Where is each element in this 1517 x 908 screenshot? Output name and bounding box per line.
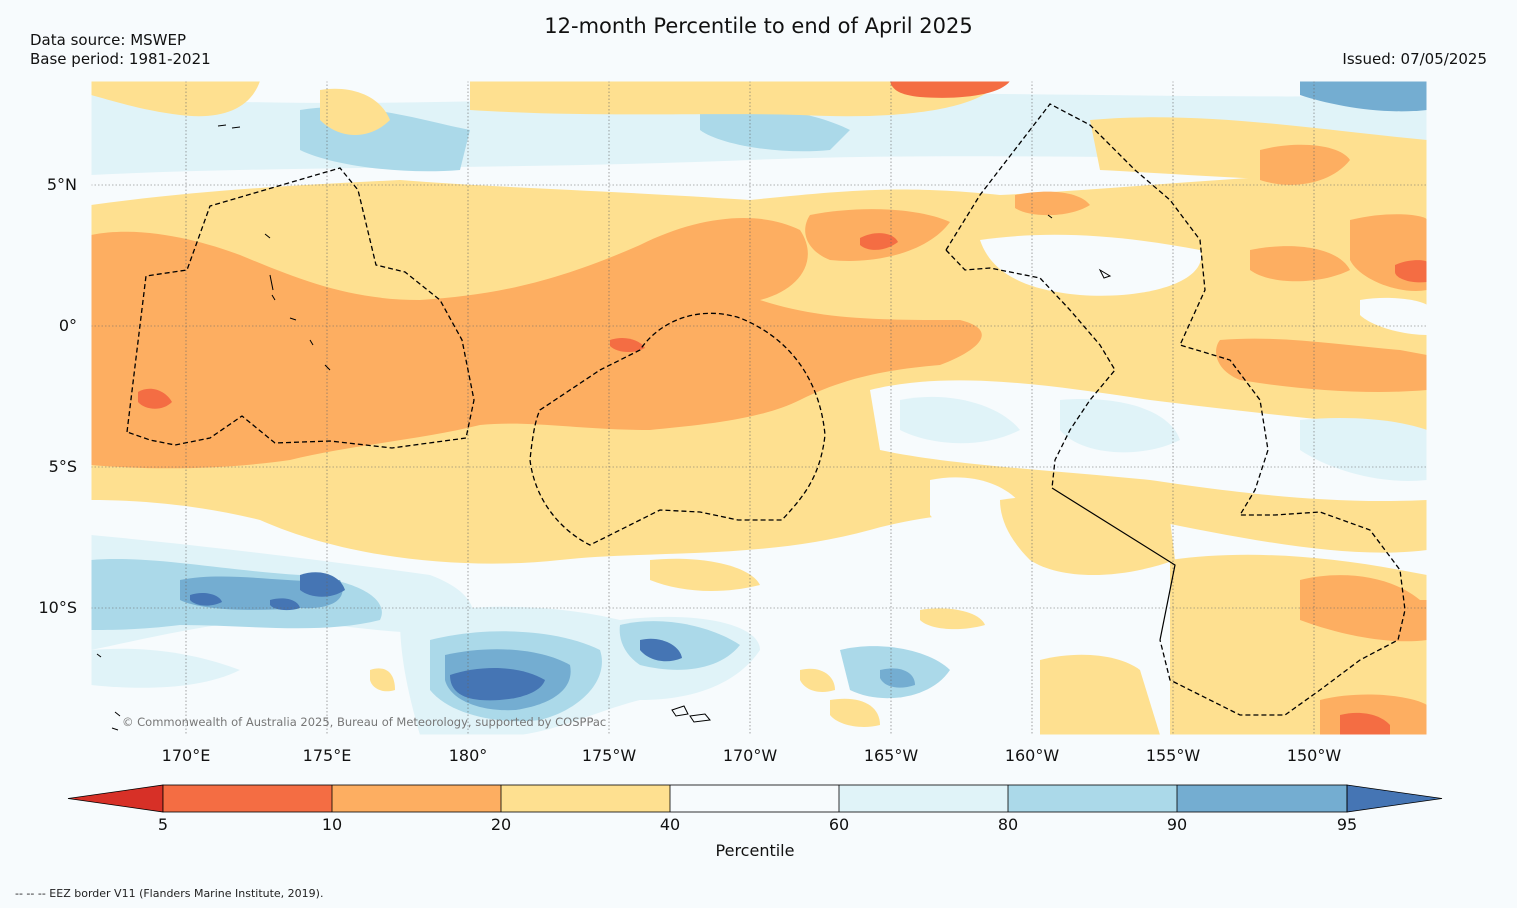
eez-boundary-solid [1051, 487, 1176, 641]
lat-label-10s: 10°S [38, 598, 77, 617]
map-gridlines [91, 81, 1427, 735]
colorbar-tick-5: 5 [157, 815, 169, 834]
data-source-label: Data source: MSWEP [30, 31, 187, 49]
copyright-notice: © Commonwealth of Australia 2025, Bureau… [122, 715, 607, 729]
colorbar-tick-95: 95 [1336, 815, 1358, 834]
map-frame [90, 80, 1428, 736]
lon-label-150w: 150°W [1286, 746, 1342, 765]
colorbar-tick-60: 60 [828, 815, 850, 834]
eez-borders [126, 103, 1406, 716]
colorbar-tick-20: 20 [490, 815, 512, 834]
lat-label-5n: 5°N [46, 175, 77, 194]
lon-label-170w: 170°W [722, 746, 778, 765]
lon-label-160w: 160°W [1004, 746, 1060, 765]
lon-label-170e: 170°E [161, 746, 211, 765]
percentile-field [91, 81, 1427, 735]
map-title: 12-month Percentile to end of April 2025 [544, 14, 973, 38]
lon-label-175w: 175°W [581, 746, 637, 765]
lat-label-0: 0° [58, 316, 77, 335]
lon-label-175e: 175°E [302, 746, 352, 765]
lon-label-165w: 165°W [863, 746, 919, 765]
eez-footnote: -- -- -- EEZ border V11 (Flanders Marine… [15, 887, 324, 900]
base-period-label: Base period: 1981-2021 [30, 50, 211, 68]
lat-label-5s: 5°S [48, 457, 77, 476]
issued-date-label: Issued: 07/05/2025 [1342, 50, 1487, 68]
colorbar-label: Percentile [715, 841, 795, 860]
island-outlines [96, 124, 1112, 731]
lon-label-180: 180° [448, 746, 488, 765]
lon-label-155w: 155°W [1145, 746, 1201, 765]
colorbar-tick-10: 10 [321, 815, 343, 834]
percentile-colorbar [67, 784, 1443, 813]
colorbar-tick-40: 40 [659, 815, 681, 834]
colorbar-tick-90: 90 [1166, 815, 1188, 834]
colorbar-tick-80: 80 [997, 815, 1019, 834]
